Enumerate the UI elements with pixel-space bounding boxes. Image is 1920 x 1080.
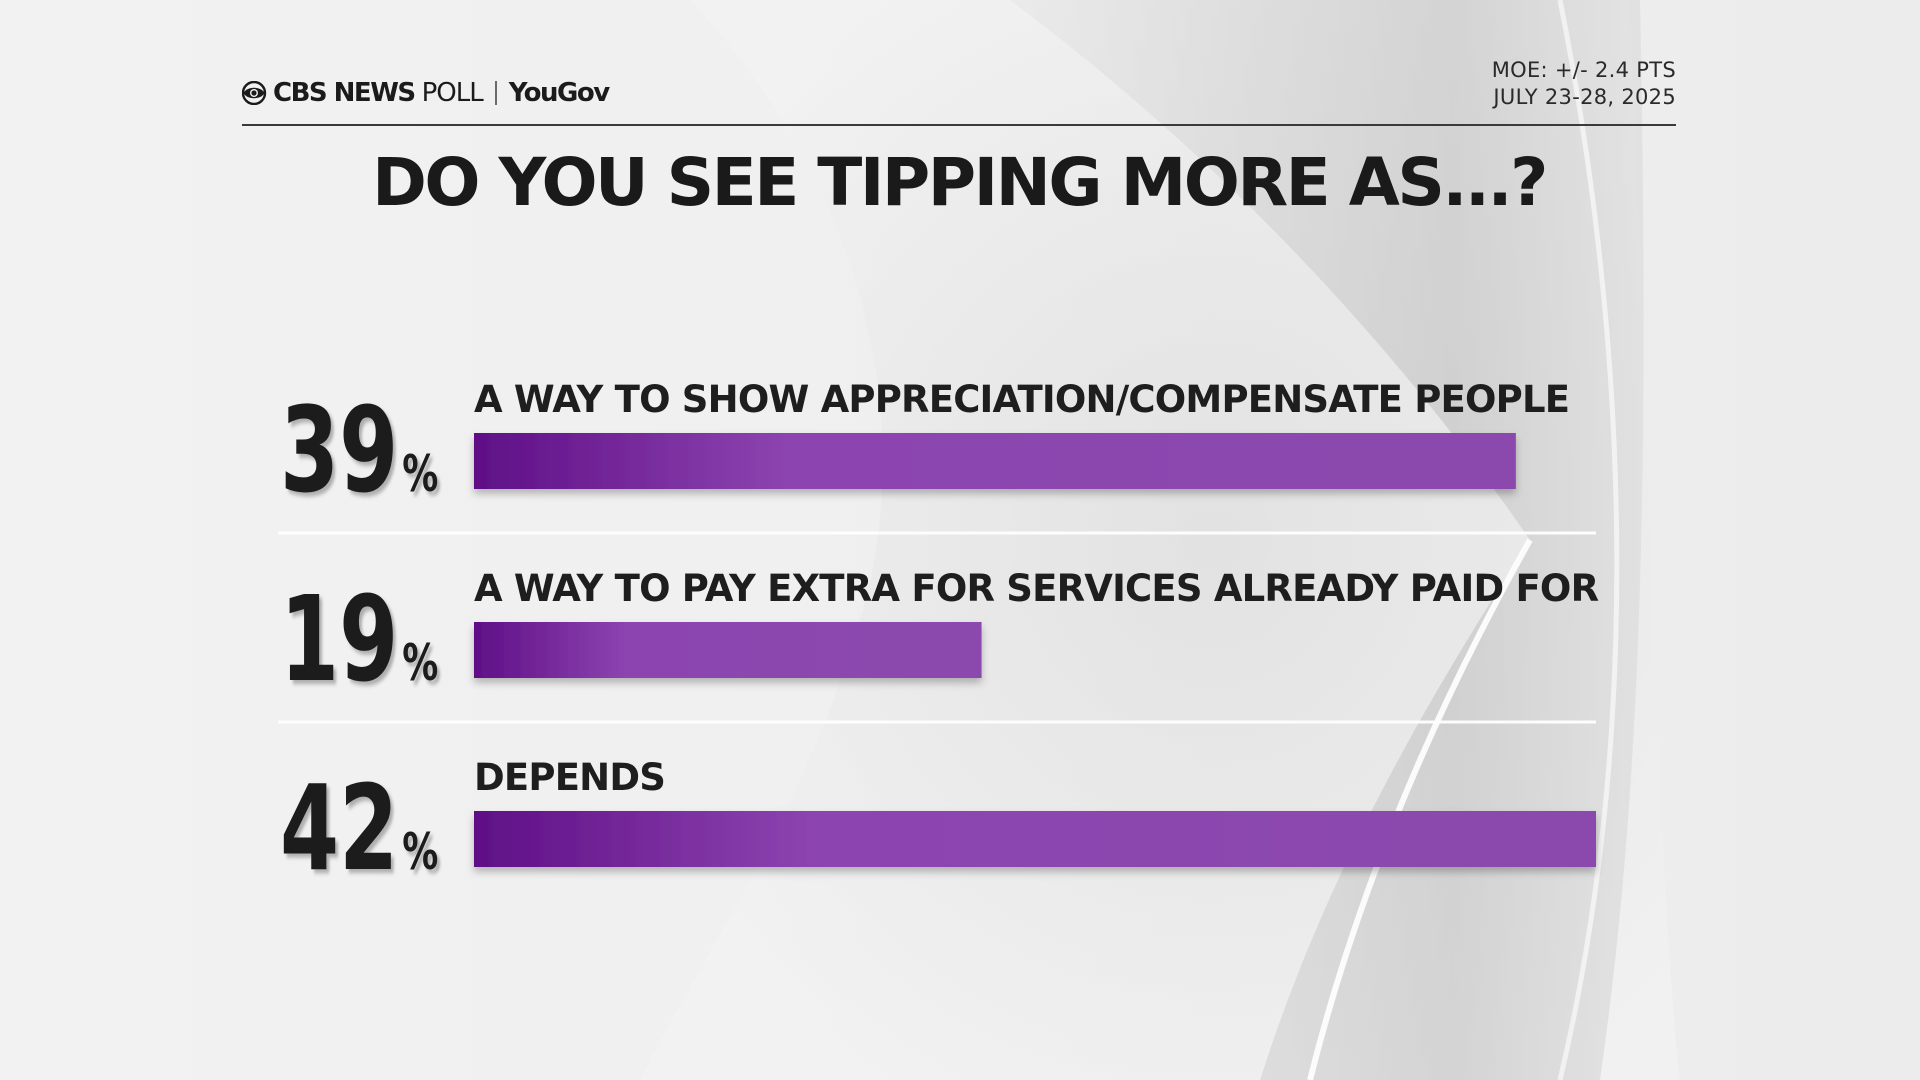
- percent-sign: %: [402, 635, 438, 692]
- margin-of-error: MOE: +/- 2.4 PTS: [1491, 58, 1676, 82]
- cbs-eye-icon: [242, 81, 267, 105]
- bar: [474, 811, 1596, 867]
- value-label: 19: [280, 572, 398, 709]
- brand-divider: [494, 81, 497, 105]
- bar: [474, 433, 1516, 489]
- category-label: A WAY TO SHOW APPRECIATION/COMPENSATE PE…: [474, 378, 1569, 421]
- category-label: DEPENDS: [474, 756, 665, 799]
- percent-sign: %: [402, 446, 438, 503]
- category-label: A WAY TO PAY EXTRA FOR SERVICES ALREADY …: [474, 567, 1599, 610]
- brand-logo: CBS NEWS POLL YouGov: [242, 78, 610, 108]
- brand-yougov: YouGov: [508, 78, 610, 108]
- percent-sign: %: [402, 824, 438, 881]
- poll-header: CBS NEWS POLL YouGov MOE: +/- 2.4 PTS JU…: [242, 57, 1676, 126]
- bar: [474, 622, 982, 678]
- chart-title: DO YOU SEE TIPPING MORE AS...?: [372, 144, 1548, 221]
- brand-cbs-news: CBS NEWS: [273, 78, 416, 108]
- value-label: 39: [280, 383, 398, 520]
- poll-dates: JULY 23-28, 2025: [1493, 85, 1676, 109]
- value-label: 42: [280, 761, 398, 898]
- brand-poll: POLL: [421, 78, 484, 108]
- poll-meta: MOE: +/- 2.4 PTS JULY 23-28, 2025: [1492, 57, 1676, 111]
